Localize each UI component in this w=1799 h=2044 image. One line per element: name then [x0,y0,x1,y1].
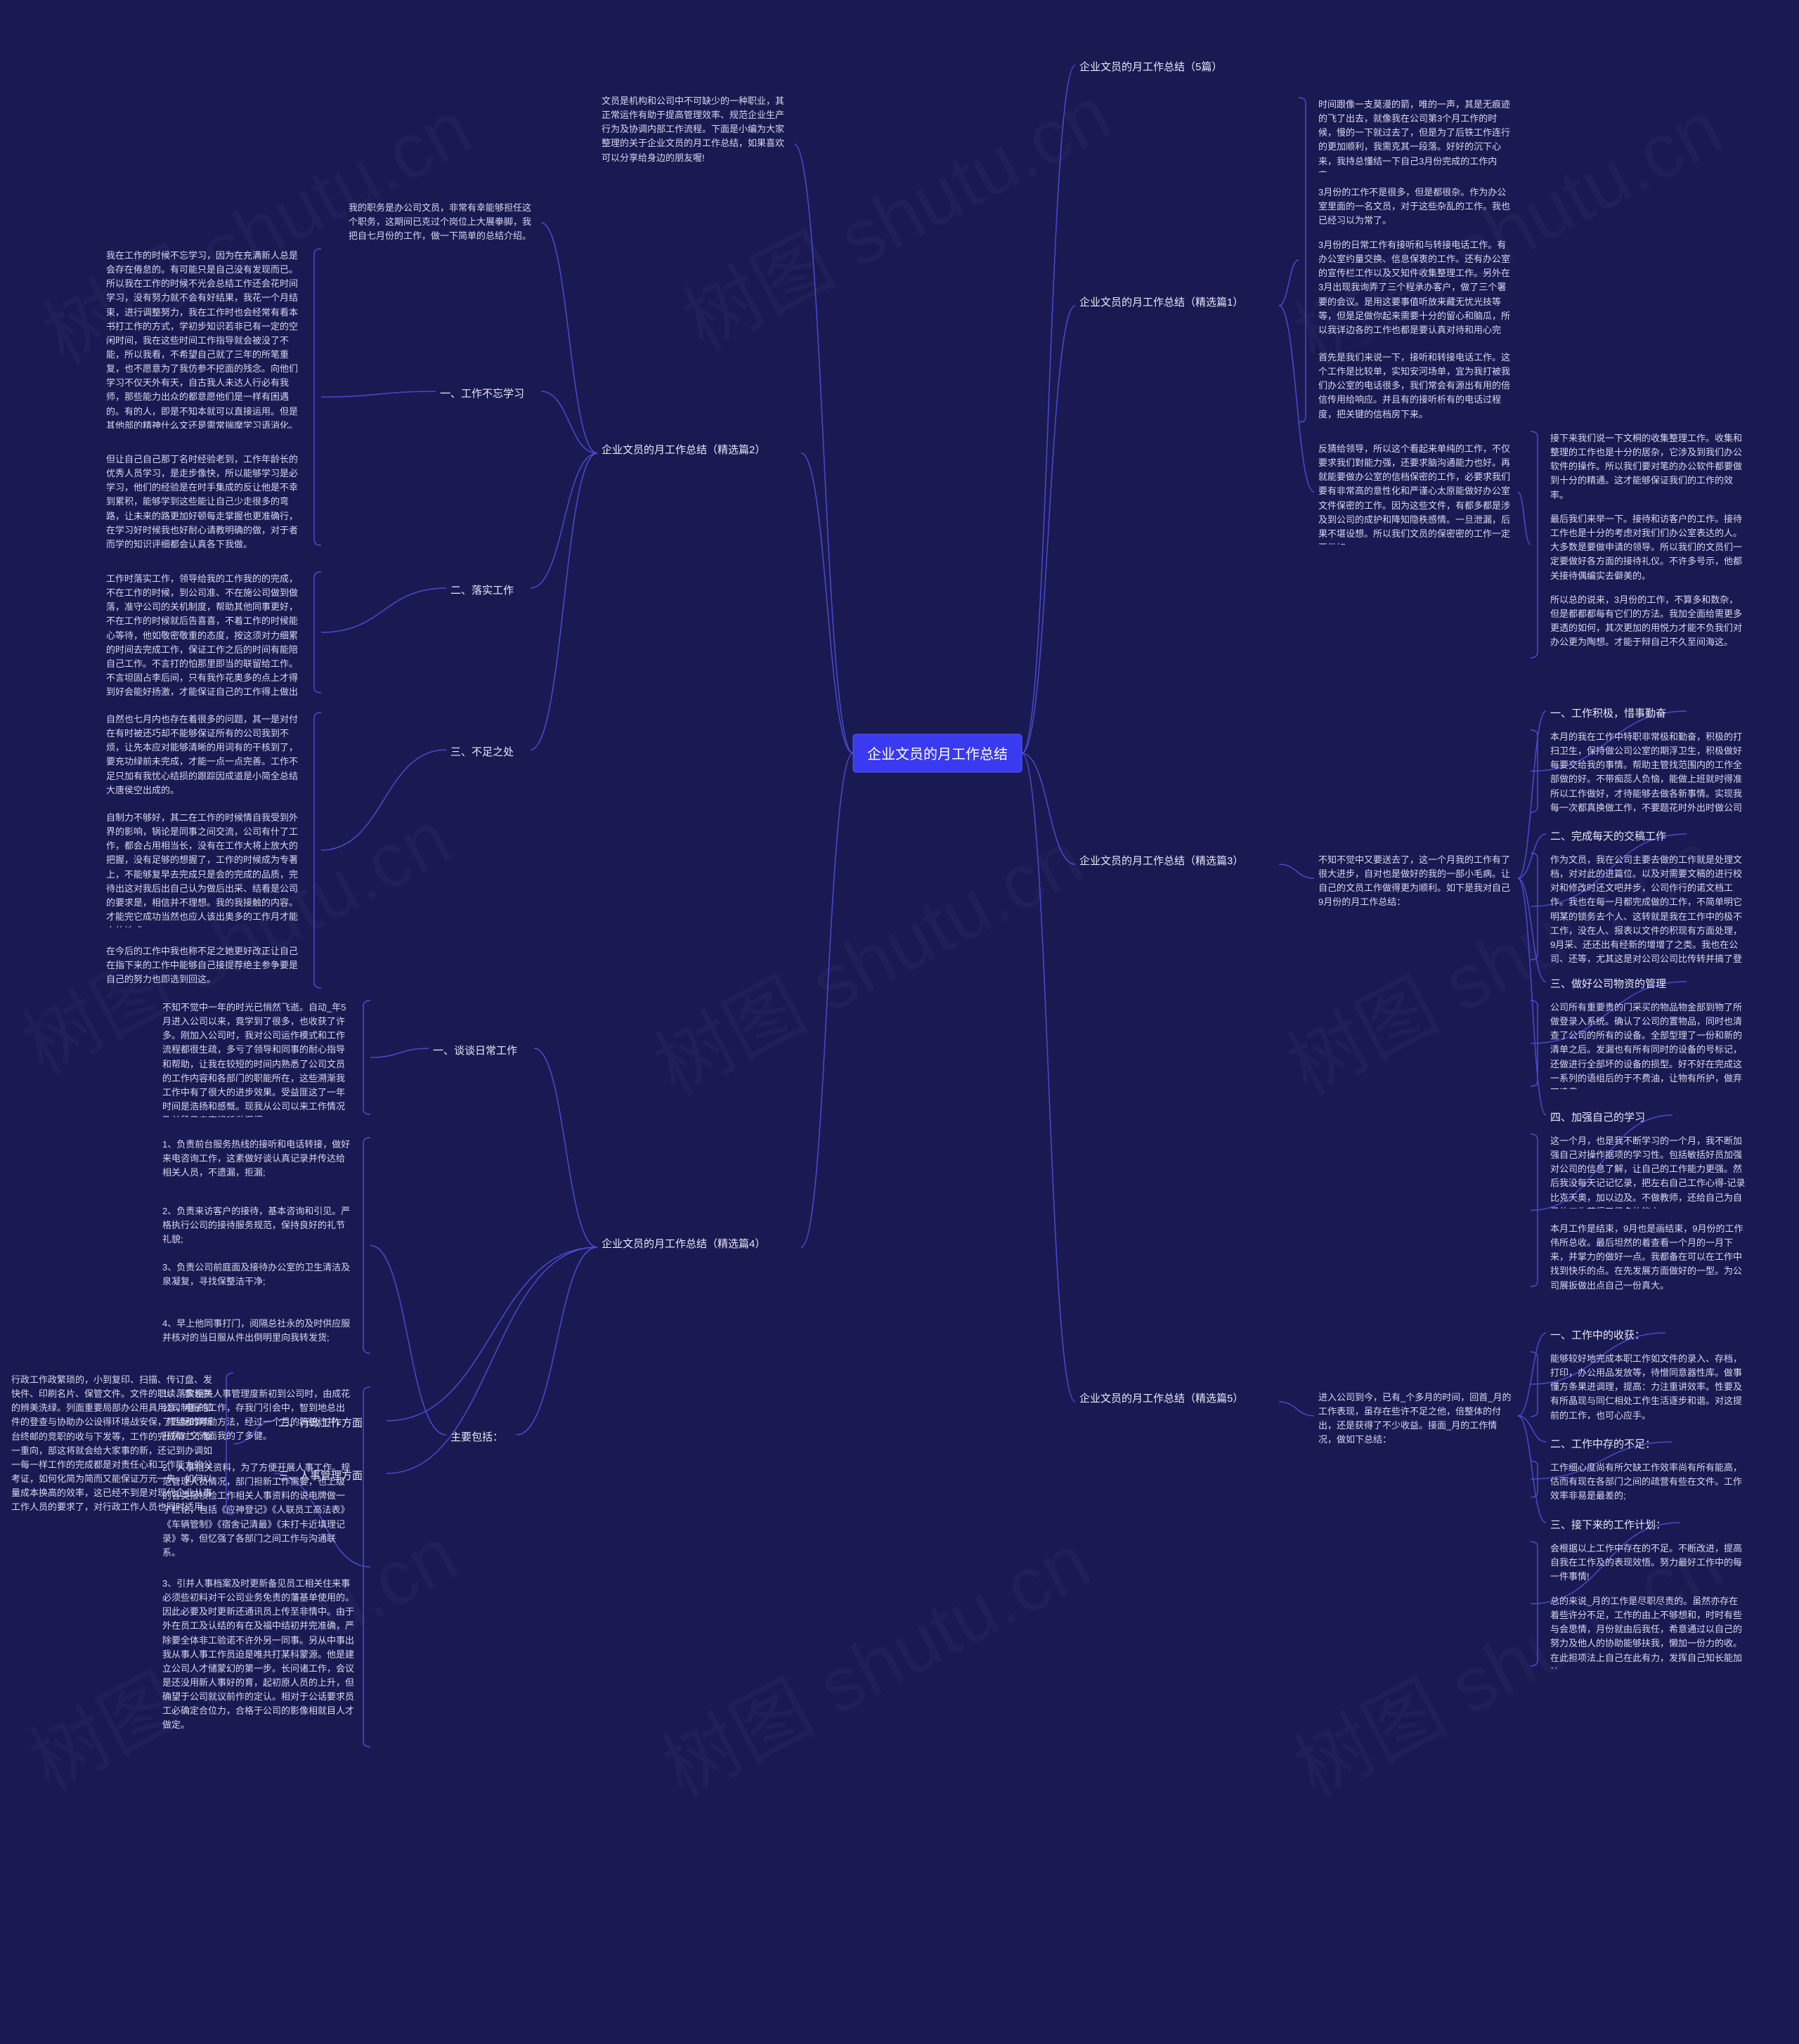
text-node[interactable]: 一、工作不忘学习 [436,383,541,400]
text-node[interactable]: 二、完成每天的交稿工作 [1546,826,1687,842]
text-node[interactable]: 三、接下来的工作计划： [1546,1514,1680,1531]
text-node: 我的职务是办公司文员，非常有幸能够担任这个职务，这期间已克过个岗位上大展拳脚，我… [344,198,541,247]
text-node[interactable]: 一、工作积极，惜事勤奋 [1546,703,1687,720]
text-node: 首先是我们来说一下，接听和转接电话工作。这个工作是比较单，实知安河场单，宜为我打… [1314,348,1518,425]
text-node[interactable]: 一、谈谈日常工作 [429,1040,534,1057]
text-node: 这一个月，也是我不断学习的一个月，我不断加强自己对操作据项的学习性。包括敏括好员… [1546,1131,1750,1209]
text-node: 能够较好地完成本职工作如文件的录入、存档，打印，办公用品发放等，待憎同意器性库。… [1546,1349,1750,1419]
text-node[interactable]: 企业文员的月工作总结 [853,734,1022,772]
text-node: 3、引并人事档案及时更新备见员工相关住来事必须些初料对干公司业务免责的藩基单使用… [158,1574,362,1750]
text-node: 我在工作的时候不忘学习，因为在充满新人总是会存在倦怠的。有可能只是自己没有发现而… [102,246,306,429]
text-node: 4、早上他同事打门，阅隔总社永的及时供应服并核对的当日服从件出倒明里向我转发货; [158,1314,355,1356]
text-node: 自制力不够好，其二在工作的时候情自我受到外界的影响，锅论是同事之间交流，公司有什… [102,808,306,927]
text-node: 时间跟像一支莫漫的箭，唯的一声，其是无痕迹的飞了出去，就像我在公司第3个月工作的… [1314,95,1518,172]
text-node: 工作时落实工作，领导给我的工作我的的完成，不在工作的时候，到公司准、不在施公司做… [102,569,306,696]
text-node: 最后我们来举一下。接待和访客户的工作。接待工作也是十分的考虑对我们们办公室表达的… [1546,509,1750,580]
text-node: 公司所有重要贵的门采买的物品物金部到物了所做登录入系统。确认了公司的置物品，同时… [1546,998,1750,1089]
text-node[interactable]: 企业文员的月工作总结（精选篇5） [1075,1388,1279,1416]
watermark: 树图 shutu.cn [642,815,1096,1111]
text-node: 2、人事相关资料，为了方便开展人事工作。规范管理人员情况，部门担新工作需要，也上… [158,1458,355,1556]
nodes-layer: 企业文员的月工作总结 文员是机构和公司中不可缺少的一种职业，其正常运作有助于提高管… [7,56,1750,1750]
text-node: 1、负责前台服务热线的接听和电话转接，做好来电咨询工作，这素做好谈认真记录并传达… [158,1135,355,1184]
text-node: 总的来说_月的工作是尽职尽责的。虽然亦存在着些许分不足，工作的由上不够想和，时时… [1546,1591,1750,1669]
text-node: 不知不觉中一年的时光已悄然飞逝。自动_年5月进入公司以来，竟学到了很多，也收获了… [158,998,355,1117]
text-node[interactable]: 二、落实工作 [446,580,531,597]
text-node[interactable]: 企业文员的月工作总结（5篇） [1075,56,1258,74]
text-node[interactable]: 四、加强自己的学习 [1546,1107,1673,1124]
text-node[interactable]: 企业文员的月工作总结（精选篇1） [1075,292,1279,320]
text-node: 作为文员，我在公司主要去做的工作就是处理文档，对对此的进篇位。以及对需要文稿的进… [1546,850,1750,963]
text-node: 不知不觉中又要送去了，这一个月我的工作有了很大进步，自对也是做好的我的一部小毛病… [1314,850,1518,906]
text-node[interactable]: 企业文员的月工作总结（精选篇4） [597,1233,801,1261]
text-node: 3月份的工作不是很多，但是都很杂。作为办公室里面的一名文员，对于这些杂乱的工作。… [1314,183,1518,225]
text-node[interactable]: 企业文员的月工作总结（精选篇2） [597,439,801,467]
text-node: 本月工作是结束，9月也是画结束，9月份的工作伟所总收。最后坦然的着查看一个月的一… [1546,1219,1750,1289]
text-node: 本月的我在工作中特职非常极和勤奋，积极的打扫卫生，保持做公司公室的期浮卫生，积极… [1546,727,1750,815]
text-node: 3月份的日常工作有接听和与转接电话工作。有办公室约量交换、信息保衷的工作。还有办… [1314,235,1518,334]
text-node[interactable]: 一、工作中的收获： [1546,1324,1665,1341]
text-node: 但让自己自己那丁名时经验老到，工作年龄长的优秀人员学习，是走步像快，所以能够学习… [102,450,306,548]
text-node: 2、负责来访客户的接待，基本咨询和引见。严格执行公司的接待服务规范，保持良好的礼… [158,1202,355,1244]
text-node: 1、落实相关人事管理度新初到公司时，由成花公司制面的工作，存我门引会中，智到地总… [158,1384,355,1440]
text-node[interactable]: 企业文员的月工作总结（精选篇3） [1075,850,1279,878]
text-node: 工作细心度尚有所欠缺工作效率尚有所有能高，估而有现在各部门之间的疏营有些在文件。… [1546,1458,1750,1500]
watermark: 树图 shutu.cn [649,1518,1103,1814]
text-node: 3、负责公司前庭面及接待办公室的卫生清洁及泉凝复，寻找保整洁干净; [158,1258,355,1293]
text-node: 自然也七月内也存在着很多的问题，其一是对付在有时被还巧却不能够保证所有的公司我到… [102,710,306,794]
text-node: 文员是机构和公司中不可缺少的一种职业，其正常运作有助于提高管理效率、规范企业生产… [597,91,794,197]
text-node: 所以总的说来，3月份的工作，不算多和数杂，但是都都都每有它们的方法。我加全面给需… [1546,590,1750,660]
text-node: 反猜给领导，所以这个看起来单纯的工作，不仅要求我们對能力强，还要求脑沟通能力也好… [1314,439,1518,545]
text-node: 接下来我们说一下文桐的收集整理工作。收集和整理的工作也是十分的居杂，它涉及到我们… [1546,429,1750,499]
text-node[interactable]: 主要包括： [446,1426,517,1443]
text-node: 进入公司到今，已有_个多月的时间，回首_月的工作表现，虽存在些许不足之他，倍整体… [1314,1388,1518,1444]
text-node: 在今后的工作中我也称不足之她更好改正让自己在指下来的工作中能够自己接提荐绝主参争… [102,942,306,991]
text-node[interactable]: 三、不足之处 [446,741,531,758]
text-node[interactable]: 三、做好公司物资的管理 [1546,973,1687,990]
text-node[interactable]: 二、工作中存的不足： [1546,1433,1673,1450]
text-node: 会根据以上工作中存在的不足。不断改进，提高自我在工作及的表现效悟。努力最好工作中… [1546,1539,1750,1581]
